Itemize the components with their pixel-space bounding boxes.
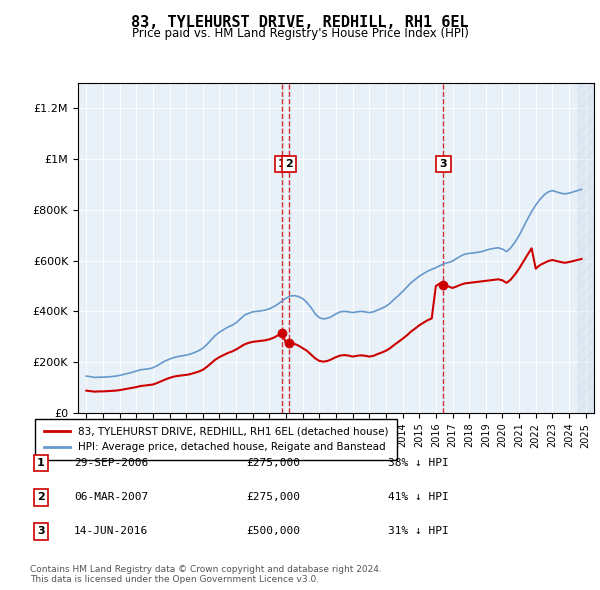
- Text: 2: 2: [37, 492, 44, 502]
- Text: £275,000: £275,000: [246, 492, 300, 502]
- Text: Contains HM Land Registry data © Crown copyright and database right 2024.
This d: Contains HM Land Registry data © Crown c…: [30, 565, 382, 584]
- Text: 14-JUN-2016: 14-JUN-2016: [74, 526, 148, 536]
- Text: 2: 2: [285, 159, 293, 169]
- Text: 3: 3: [37, 526, 44, 536]
- Text: £275,000: £275,000: [246, 458, 300, 468]
- Text: 3: 3: [440, 159, 447, 169]
- Text: Price paid vs. HM Land Registry's House Price Index (HPI): Price paid vs. HM Land Registry's House …: [131, 27, 469, 40]
- Text: 1: 1: [37, 458, 44, 468]
- Text: 38% ↓ HPI: 38% ↓ HPI: [388, 458, 449, 468]
- Text: 29-SEP-2006: 29-SEP-2006: [74, 458, 148, 468]
- Text: 41% ↓ HPI: 41% ↓ HPI: [388, 492, 449, 502]
- Text: 83, TYLEHURST DRIVE, REDHILL, RH1 6EL: 83, TYLEHURST DRIVE, REDHILL, RH1 6EL: [131, 15, 469, 30]
- Legend: 83, TYLEHURST DRIVE, REDHILL, RH1 6EL (detached house), HPI: Average price, deta: 83, TYLEHURST DRIVE, REDHILL, RH1 6EL (d…: [35, 419, 397, 460]
- Text: 31% ↓ HPI: 31% ↓ HPI: [388, 526, 449, 536]
- Text: 06-MAR-2007: 06-MAR-2007: [74, 492, 148, 502]
- Bar: [577, 83, 594, 413]
- Text: 1: 1: [278, 159, 286, 169]
- Text: £500,000: £500,000: [246, 526, 300, 536]
